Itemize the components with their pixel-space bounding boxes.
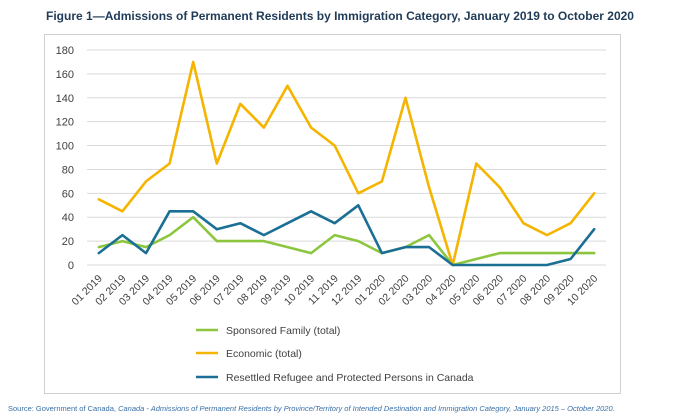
legend-label: Sponsored Family (total) bbox=[226, 325, 340, 337]
y-tick-label: 180 bbox=[56, 45, 74, 57]
legend-label: Economic (total) bbox=[226, 348, 302, 360]
chart-title: Figure 1—Admissions of Permanent Residen… bbox=[46, 9, 634, 23]
y-tick-label: 80 bbox=[62, 164, 74, 176]
source-note: Source: Government of Canada, Canada - A… bbox=[8, 404, 615, 413]
y-tick-label: 60 bbox=[62, 188, 74, 200]
series-line-1 bbox=[97, 215, 596, 267]
y-tick-label: 100 bbox=[56, 141, 74, 153]
chart-frame bbox=[44, 34, 621, 394]
source-title: Canada - Admissions of Permanent Residen… bbox=[118, 404, 615, 413]
y-tick-label: 140 bbox=[56, 93, 74, 105]
source-lead: Source: Government of Canada, bbox=[8, 404, 119, 413]
y-tick-label: 160 bbox=[56, 69, 74, 81]
legend-label: Resettled Refugee and Protected Persons … bbox=[226, 372, 474, 384]
series-line-3 bbox=[97, 204, 596, 267]
y-tick-label: 0 bbox=[68, 260, 74, 272]
y-tick-label: 120 bbox=[56, 117, 74, 129]
y-tick-label: 40 bbox=[62, 212, 74, 224]
y-tick-label: 20 bbox=[62, 236, 74, 248]
series-line-2 bbox=[97, 60, 596, 267]
